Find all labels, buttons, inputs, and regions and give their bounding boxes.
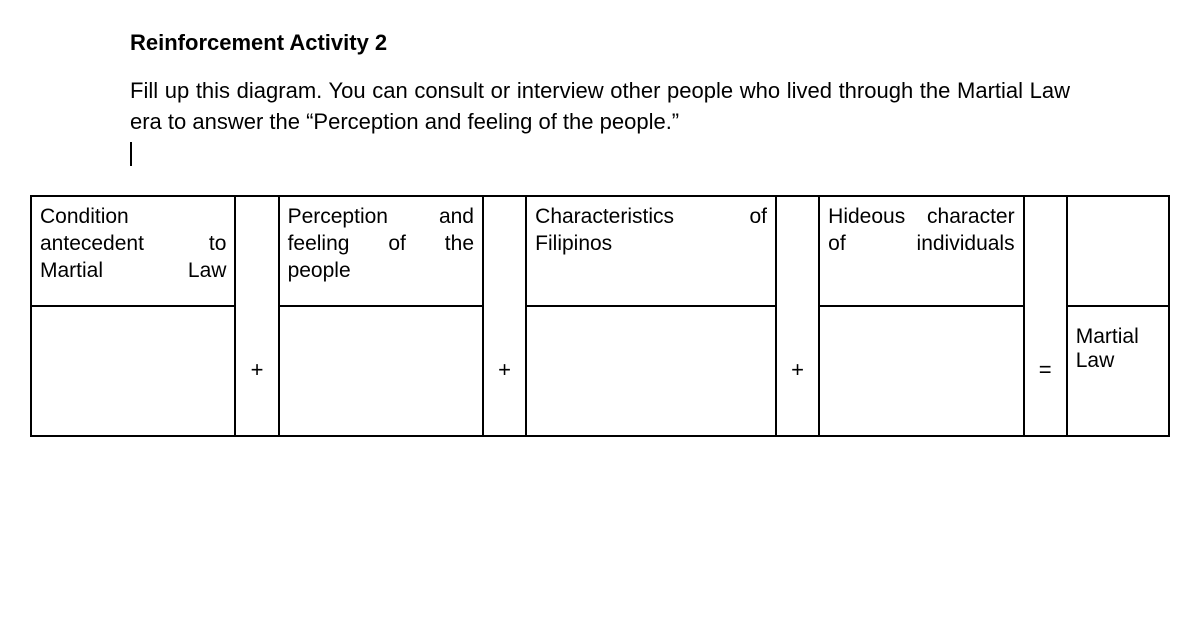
result-cell: Martial Law [1067, 306, 1169, 436]
instruction-text: Fill up this diagram. You can consult or… [130, 76, 1070, 138]
header-cell-characteristics: Characteristics of Filipinos [526, 196, 776, 306]
operator-cell-top [235, 196, 278, 306]
operator-plus-3: + [776, 306, 819, 436]
header-cell-perception: Perception and feeling of the people [279, 196, 483, 306]
header-cell-hideous: Hideous character of individuals [819, 196, 1023, 306]
text-cursor [130, 142, 132, 166]
body-cell-condition[interactable] [31, 306, 235, 436]
operator-equals: = [1024, 306, 1067, 436]
operator-cell-top [483, 196, 526, 306]
table-header-row: Condition antecedent to Martial Law Perc… [31, 196, 1169, 306]
body-cell-perception[interactable] [279, 306, 483, 436]
diagram-table: Condition antecedent to Martial Law Perc… [30, 195, 1170, 437]
header-cell-condition: Condition antecedent to Martial Law [31, 196, 235, 306]
diagram-table-wrapper: Condition antecedent to Martial Law Perc… [0, 195, 1200, 437]
body-cell-characteristics[interactable] [526, 306, 776, 436]
header-cell-result-empty [1067, 196, 1169, 306]
operator-plus-2: + [483, 306, 526, 436]
operator-cell-top [1024, 196, 1067, 306]
operator-cell-top [776, 196, 819, 306]
operator-plus-1: + [235, 306, 278, 436]
table-body-row: + + + = Martial Law [31, 306, 1169, 436]
activity-title: Reinforcement Activity 2 [130, 30, 1140, 56]
body-cell-hideous[interactable] [819, 306, 1023, 436]
